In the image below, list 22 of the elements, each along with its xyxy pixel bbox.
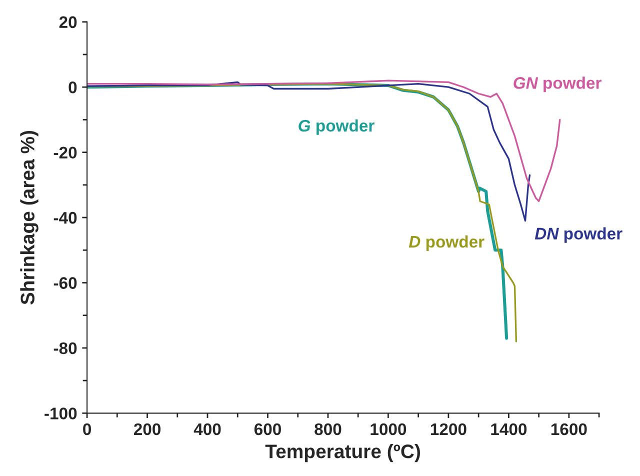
y-tick-label: -100 bbox=[44, 408, 77, 420]
y-axis-title: Shrinkage (area %) bbox=[20, 130, 38, 304]
x-tick-label: 200 bbox=[134, 423, 160, 436]
y-tick-label: 0 bbox=[68, 82, 77, 94]
x-tick-label: 400 bbox=[194, 423, 221, 436]
x-tick-label: 1200 bbox=[430, 423, 466, 436]
y-tick-label: 20 bbox=[59, 16, 77, 28]
series-label: DN powder bbox=[534, 227, 622, 243]
y-tick-label: -40 bbox=[54, 212, 77, 224]
x-tick-label: 1000 bbox=[370, 423, 406, 436]
x-tick-label: 1600 bbox=[551, 423, 587, 436]
x-axis-title: Temperature (ºC) bbox=[265, 444, 420, 462]
x-tick-label: 800 bbox=[314, 423, 342, 436]
x-tick-label: 1400 bbox=[491, 423, 527, 436]
y-tick-label: -60 bbox=[54, 277, 77, 289]
series-label: GN powder bbox=[514, 76, 602, 92]
y-tick-label: -20 bbox=[54, 146, 77, 159]
x-tick-label: 600 bbox=[254, 423, 281, 436]
text: G powder bbox=[298, 119, 374, 135]
y-tick-label: -80 bbox=[54, 342, 77, 354]
x-tick-label: 0 bbox=[83, 423, 91, 436]
series-label: D powder bbox=[408, 235, 484, 251]
